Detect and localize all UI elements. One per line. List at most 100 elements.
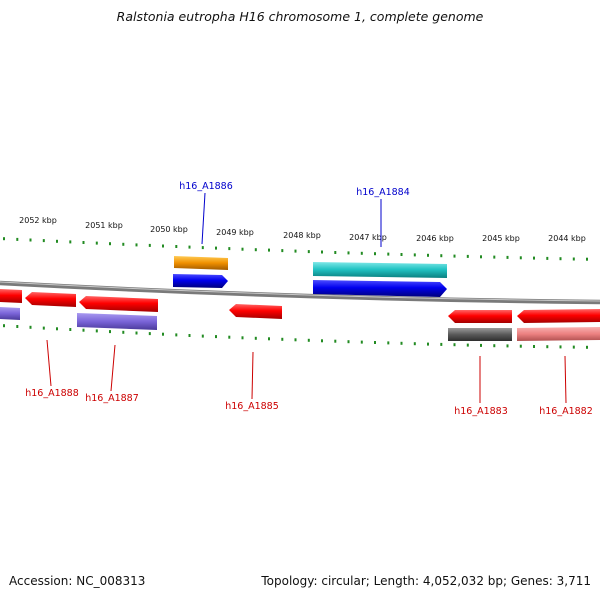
minor-tick — [387, 252, 390, 256]
minor-tick — [56, 239, 58, 243]
gene-label-h16-A1888[interactable]: h16_A1888 — [25, 388, 79, 399]
minor-tick — [42, 326, 45, 330]
minor-tick — [268, 248, 270, 252]
minor-tick — [533, 256, 535, 260]
minor-tick — [109, 330, 111, 334]
minor-tick — [95, 329, 98, 333]
minor-tick — [559, 345, 562, 349]
minor-tick — [135, 331, 138, 335]
minor-tick — [281, 249, 284, 253]
minor-tick — [427, 342, 429, 346]
minor-tick — [16, 237, 19, 241]
minor-tick — [201, 246, 204, 250]
accession-text: Accession: NC_008313 — [9, 574, 146, 588]
minor-tick — [440, 254, 443, 258]
scale-label-2052: 2052 kbp — [19, 216, 57, 225]
gene-h16-A1883-gray[interactable] — [448, 328, 512, 341]
gene-label-h16-A1887[interactable]: h16_A1887 — [85, 393, 139, 404]
gene-h16-A1884[interactable] — [313, 280, 447, 297]
gene-h16-A1886-orange[interactable] — [174, 256, 228, 270]
minor-tick — [453, 343, 456, 347]
minor-tick — [188, 334, 191, 337]
scale-label-2045: 2045 kbp — [482, 234, 520, 243]
scale-label-2044: 2044 kbp — [548, 234, 586, 243]
minor-tick — [82, 328, 85, 332]
minor-tick — [241, 336, 244, 340]
minor-tick — [493, 344, 496, 348]
scale-label-2047: 2047 kbp — [349, 233, 387, 242]
leader-line-h16-A1886 — [201, 192, 206, 245]
minor-tick — [201, 334, 204, 338]
minor-tick — [268, 337, 270, 341]
minor-tick — [413, 253, 416, 257]
gene-label-h16-A1884[interactable]: h16_A1884 — [356, 187, 410, 198]
gene-label-h16-A1885[interactable]: h16_A1885 — [225, 401, 279, 412]
minor-tick — [413, 342, 416, 346]
minor-tick — [586, 345, 588, 349]
minor-tick — [546, 256, 549, 260]
gene-partial-left[interactable] — [0, 289, 22, 303]
minor-tick — [307, 250, 310, 254]
minor-tick — [374, 341, 376, 344]
minor-tick — [16, 325, 19, 328]
minor-tick — [228, 335, 231, 339]
minor-tick — [360, 251, 363, 255]
scale-label-2050: 2050 kbp — [150, 225, 188, 234]
gene-h16-A1887-purple[interactable] — [77, 313, 157, 330]
minor-tick — [400, 341, 403, 345]
minor-tick — [162, 332, 164, 336]
minor-tick — [122, 242, 125, 246]
minor-tick — [162, 244, 164, 248]
genome-summary-text: Topology: circular; Length: 4,052,032 bp… — [261, 574, 591, 588]
minor-tick — [546, 345, 549, 349]
gene-h16-A1888[interactable] — [25, 292, 76, 307]
gene-label-h16-A1883[interactable]: h16_A1883 — [454, 406, 508, 417]
minor-tick — [29, 238, 32, 242]
minor-tick — [109, 242, 111, 246]
gene-h16-A1884-cyan[interactable] — [313, 262, 447, 278]
chromosome-backbone — [0, 280, 600, 305]
minor-tick — [29, 325, 32, 329]
leader-line-h16-A1887 — [110, 344, 116, 392]
gene-label-h16-A1886[interactable]: h16_A1886 — [179, 181, 233, 192]
gene-label-h16-A1882[interactable]: h16_A1882 — [539, 406, 593, 417]
leader-line-h16-A1885 — [251, 351, 254, 400]
scale-label-2046: 2046 kbp — [416, 234, 454, 243]
minor-tick — [374, 252, 376, 256]
minor-tick — [175, 333, 178, 337]
minor-tick — [228, 247, 231, 251]
minor-tick — [519, 344, 522, 348]
minor-tick — [493, 255, 496, 259]
gene-h16-A1887[interactable] — [79, 296, 158, 312]
minor-tick — [148, 243, 151, 247]
gene-h16-A1883[interactable] — [448, 310, 512, 323]
gene-h16-A1882-pink[interactable] — [517, 327, 600, 341]
minor-tick — [400, 253, 403, 256]
gene-h16-A1882[interactable] — [517, 309, 600, 323]
minor-tick — [294, 338, 297, 342]
minor-tick — [241, 247, 244, 251]
minor-tick — [215, 246, 217, 250]
gene-h16-A1885[interactable] — [229, 304, 282, 319]
minor-tick — [122, 330, 125, 334]
minor-tick — [307, 338, 310, 342]
scale-label-2051: 2051 kbp — [85, 221, 123, 230]
minor-tick — [347, 251, 350, 255]
gene-partial-left-purple[interactable] — [0, 307, 20, 320]
minor-tick — [347, 340, 350, 344]
map-title: Ralstonia eutropha H16 chromosome 1, com… — [116, 9, 484, 24]
minor-tick — [427, 253, 429, 257]
minor-tick — [215, 335, 217, 339]
gene-h16-A1886[interactable] — [173, 274, 228, 288]
minor-tick — [188, 245, 191, 249]
minor-tick — [334, 339, 337, 343]
minor-tick — [466, 254, 469, 258]
minor-tick — [3, 237, 5, 241]
minor-tick — [572, 257, 575, 261]
minor-tick — [387, 341, 390, 345]
minor-tick — [42, 239, 45, 243]
minor-tick — [480, 343, 482, 347]
minor-tick — [506, 255, 509, 259]
minor-tick — [56, 327, 58, 331]
